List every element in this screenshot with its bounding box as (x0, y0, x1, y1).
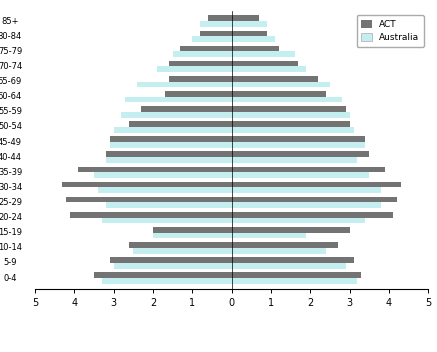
Bar (129, 121, 232, 127)
Bar (232, 257, 354, 263)
Bar (232, 121, 350, 127)
Bar (200, 21, 232, 27)
Bar (232, 97, 342, 102)
Bar (232, 197, 397, 202)
Bar (232, 46, 279, 51)
Bar (232, 242, 338, 248)
Bar (200, 31, 232, 36)
Bar (232, 151, 369, 157)
Bar (232, 248, 326, 253)
Bar (110, 142, 232, 148)
Bar (141, 106, 232, 112)
Bar (232, 67, 306, 72)
Bar (94, 172, 232, 178)
Bar (232, 157, 357, 163)
Bar (153, 233, 232, 238)
Bar (232, 233, 306, 238)
Bar (133, 248, 232, 253)
Bar (110, 136, 232, 142)
Bar (232, 166, 385, 172)
Bar (232, 127, 354, 133)
Bar (102, 218, 232, 224)
Bar (169, 76, 232, 82)
Bar (121, 112, 232, 118)
Bar (173, 51, 232, 57)
Bar (180, 46, 232, 51)
Bar (232, 61, 298, 67)
Bar (165, 91, 232, 97)
Bar (232, 218, 365, 224)
Bar (78, 166, 232, 172)
Bar (153, 227, 232, 233)
Bar (70, 212, 232, 218)
Bar (129, 242, 232, 248)
Bar (232, 272, 361, 278)
Bar (232, 112, 350, 118)
Legend: ACT, Australia: ACT, Australia (357, 15, 424, 47)
Bar (208, 15, 232, 21)
Bar (94, 272, 232, 278)
Bar (232, 91, 326, 97)
Bar (232, 278, 357, 284)
Bar (232, 227, 350, 233)
Bar (232, 106, 346, 112)
Bar (169, 61, 232, 67)
Bar (232, 82, 330, 87)
Bar (106, 157, 232, 163)
Bar (110, 257, 232, 263)
Bar (106, 202, 232, 208)
Bar (232, 182, 401, 187)
Bar (106, 151, 232, 157)
Bar (62, 182, 232, 187)
Bar (232, 76, 318, 82)
Bar (232, 187, 381, 193)
Bar (114, 127, 232, 133)
Bar (192, 36, 232, 42)
Bar (232, 136, 365, 142)
Bar (232, 263, 346, 269)
Bar (232, 172, 369, 178)
Bar (125, 97, 232, 102)
Bar (114, 263, 232, 269)
Bar (232, 51, 295, 57)
Bar (137, 82, 232, 87)
Bar (232, 202, 381, 208)
Bar (98, 187, 232, 193)
Bar (66, 197, 232, 202)
Bar (102, 278, 232, 284)
Bar (232, 15, 259, 21)
Bar (232, 36, 275, 42)
Bar (157, 67, 232, 72)
Bar (232, 212, 393, 218)
Bar (232, 142, 365, 148)
Bar (232, 31, 267, 36)
Bar (232, 21, 267, 27)
